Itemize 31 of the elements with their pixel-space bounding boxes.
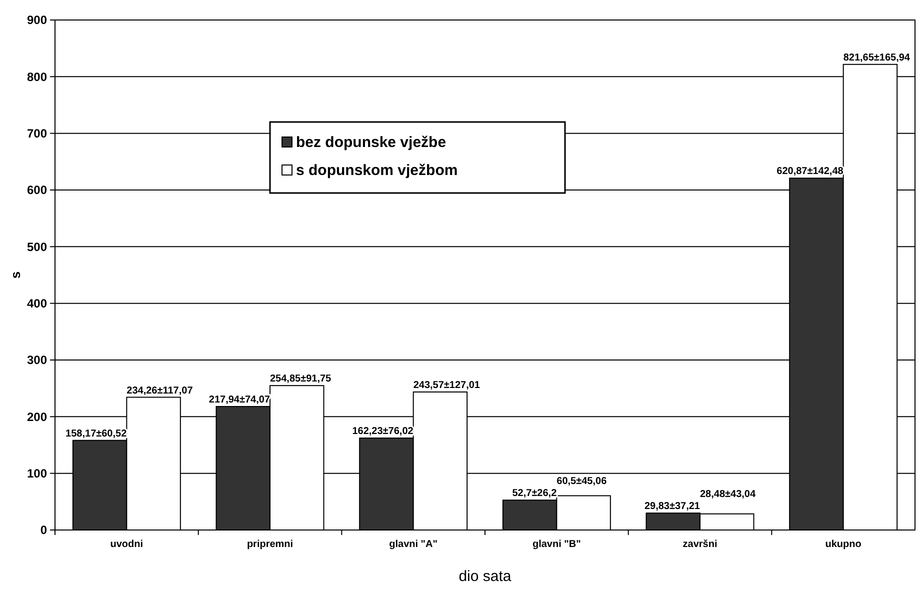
data-label: 821,65±165,94 (843, 52, 910, 64)
x-tick-label: ukupno (825, 539, 862, 550)
legend-label: bez dopunske vježbe (296, 134, 446, 151)
y-tick-label: 900 (26, 13, 48, 28)
y-tick-label: 500 (26, 240, 48, 254)
data-label: 254,85±91,75 (270, 374, 332, 385)
y-tick-label: 0 (40, 523, 48, 538)
data-label: 217,94±74,07 (208, 394, 270, 406)
y-tick-label: 700 (26, 126, 48, 141)
data-label: 29,83±37,21 (644, 501, 700, 512)
x-tick-label: glavni "A" (389, 539, 438, 550)
x-tick-label: završni (682, 539, 718, 550)
x-tick-label: uvodni (110, 539, 144, 550)
y-tick-label: 100 (26, 466, 48, 481)
x-tick-label: glavni "B" (532, 539, 582, 550)
x-axis-title: dio sata (458, 568, 512, 585)
y-axis-title: s (8, 271, 23, 279)
legend-label: s dopunskom vježbom (296, 162, 458, 179)
y-tick-label: 400 (26, 296, 48, 311)
y-tick-label: 800 (26, 70, 48, 84)
data-label: 234,26±117,07 (126, 385, 194, 396)
y-tick-label: 300 (26, 353, 48, 368)
data-label: 28,48±43,04 (700, 489, 756, 500)
data-label: 52,7±26,2 (512, 488, 558, 500)
data-label: 620,87±142,48 (776, 166, 844, 178)
y-tick-label: 200 (26, 410, 48, 424)
x-tick-label: pripremni (246, 539, 294, 550)
data-label: 243,57±127,01 (413, 380, 480, 391)
data-label: 60,5±45,06 (556, 476, 608, 488)
data-label: 162,23±76,02 (352, 426, 414, 438)
y-tick-label: 600 (26, 183, 48, 198)
